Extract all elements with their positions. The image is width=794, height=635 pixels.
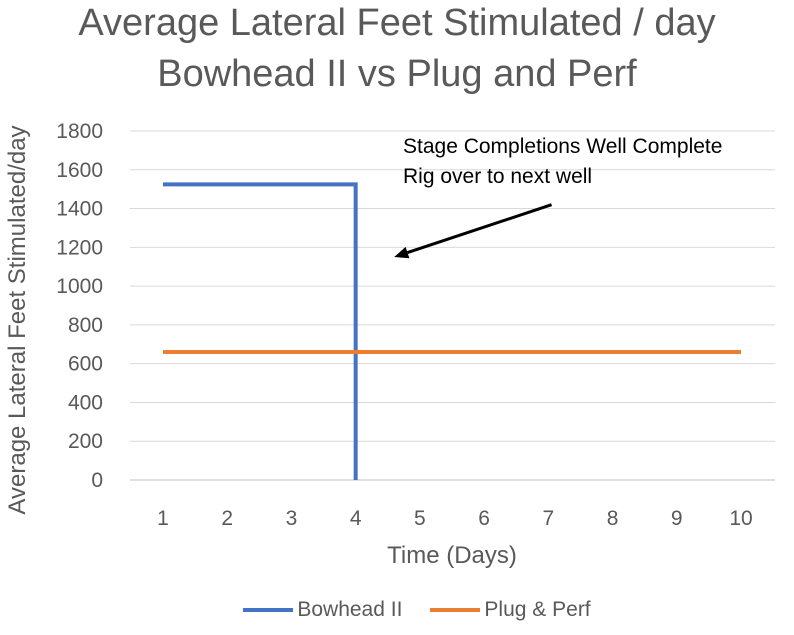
x-tick-label: 1 <box>157 507 169 530</box>
annotation-arrow-head <box>394 246 410 259</box>
legend: Bowhead II Plug & Perf <box>0 598 794 622</box>
x-axis-label: Time (Days) <box>387 542 517 569</box>
legend-item-bowhead: Bowhead II <box>243 598 402 622</box>
x-tick-label: 10 <box>729 507 752 530</box>
series-line-bowhead <box>163 182 358 480</box>
annotation: Stage Completions Well Complete Rig over… <box>403 132 722 192</box>
y-tick-label: 1600 <box>56 159 103 182</box>
y-tick-label: 1000 <box>56 275 103 298</box>
x-tick-label: 2 <box>221 507 233 530</box>
y-tick-label: 1200 <box>56 236 103 259</box>
y-tick-label: 0 <box>91 469 103 492</box>
y-tick-label: 400 <box>68 391 103 414</box>
x-tick-label: 6 <box>478 507 490 530</box>
y-tick-label: 800 <box>68 314 103 337</box>
x-tick-label: 7 <box>542 507 554 530</box>
legend-label-plug-perf: Plug & Perf <box>484 598 591 621</box>
x-tick-label: 3 <box>286 507 298 530</box>
legend-swatch-plug-perf <box>430 608 481 612</box>
chart-title-line1: Average Lateral Feet Stimulated / day <box>78 2 716 44</box>
legend-label-bowhead: Bowhead II <box>297 598 403 621</box>
x-tick-label: 9 <box>671 507 683 530</box>
x-tick-label: 5 <box>414 507 426 530</box>
x-tick-label: 4 <box>350 507 362 530</box>
y-tick-label: 200 <box>68 430 103 453</box>
legend-swatch-bowhead <box>243 608 294 612</box>
y-tick-label: 1400 <box>56 198 103 221</box>
annotation-line1: Stage Completions Well Complete <box>403 135 723 158</box>
chart-title-line2: Bowhead II vs Plug and Perf <box>157 53 637 95</box>
annotation-arrow-shaft <box>407 203 553 255</box>
y-tick-label: 1800 <box>56 120 103 143</box>
x-tick-label: 8 <box>607 507 619 530</box>
annotation-line2: Rig over to next well <box>403 165 593 188</box>
legend-item-plug-perf: Plug & Perf <box>430 598 591 622</box>
y-tick-label: 600 <box>68 353 103 376</box>
